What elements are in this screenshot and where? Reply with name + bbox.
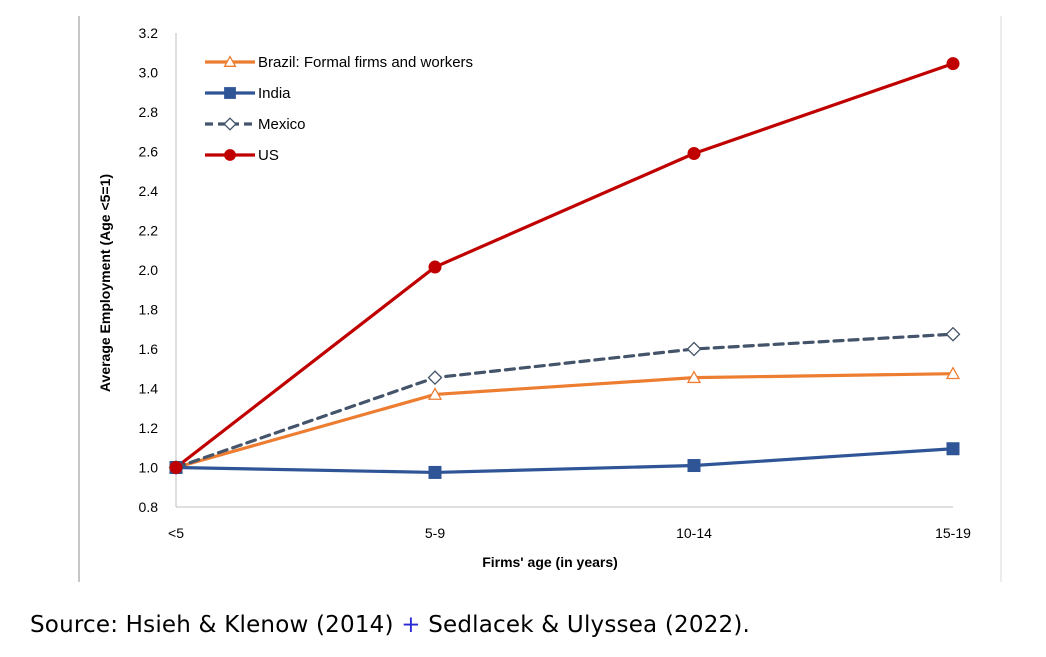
y-tick-label: 1.2 bbox=[139, 420, 159, 436]
source-citation-2: Sedlacek & Ulyssea (2022). bbox=[428, 612, 751, 638]
legend-label-us: US bbox=[258, 147, 279, 164]
y-axis-ticks: 0.8 1.0 1.2 1.4 1.6 1.8 2.0 2.2 2.4 2.6 2.8 3.0 3.2 bbox=[139, 25, 159, 515]
legend-label-mexico: Mexico bbox=[258, 116, 306, 133]
series-line-us bbox=[174, 62, 955, 470]
legend-marker-mexico bbox=[223, 117, 237, 131]
data-point-mexico bbox=[945, 326, 961, 342]
data-point-india bbox=[687, 459, 701, 473]
data-point-us bbox=[687, 146, 701, 160]
legend-label-india: India bbox=[258, 85, 291, 102]
y-tick-label: 3.0 bbox=[139, 65, 159, 81]
data-point-india bbox=[428, 465, 442, 479]
x-tick-label: 15-19 bbox=[935, 525, 971, 541]
data-point-us bbox=[946, 57, 960, 71]
series-line-brazil bbox=[174, 372, 955, 470]
series-line-mexico bbox=[174, 332, 955, 470]
y-tick-label: 1.0 bbox=[139, 460, 159, 476]
y-axis-title: Average Employment (Age <5=1) bbox=[97, 174, 113, 392]
data-point-mexico bbox=[686, 341, 702, 357]
y-tick-label: 1.6 bbox=[139, 341, 159, 357]
legend-marker-us bbox=[224, 149, 236, 161]
y-tick-label: 1.4 bbox=[139, 381, 159, 397]
x-axis-ticks: <5 5-9 10-14 15-19 bbox=[168, 525, 971, 541]
chart-frame: 0.8 1.0 1.2 1.4 1.6 1.8 2.0 2.2 2.4 2.6 2.8 3.0 3.2 … bbox=[78, 16, 1002, 582]
source-note: Source: Hsieh & Klenow (2014) + Sedlacek… bbox=[30, 612, 750, 638]
series-line-india bbox=[174, 447, 955, 475]
x-axis-title: Firms' age (in years) bbox=[482, 554, 618, 570]
data-point-us bbox=[428, 260, 442, 274]
data-point-brazil bbox=[427, 387, 443, 400]
y-tick-label: 1.8 bbox=[139, 302, 159, 318]
legend-marker-brazil bbox=[223, 55, 237, 67]
x-tick-label: 5-9 bbox=[425, 525, 445, 541]
y-tick-label: 2.2 bbox=[139, 223, 159, 239]
series-lines bbox=[174, 62, 955, 475]
x-tick-label: <5 bbox=[168, 525, 184, 541]
y-tick-label: 2.0 bbox=[139, 262, 159, 278]
y-tick-label: 2.4 bbox=[139, 183, 159, 199]
source-citation-1: Source: Hsieh & Klenow (2014) bbox=[30, 612, 394, 638]
chart-legend: Brazil: Formal firms and workers India Mex… bbox=[205, 54, 473, 164]
y-tick-label: 2.8 bbox=[139, 104, 159, 120]
data-point-brazil bbox=[686, 370, 702, 384]
data-point-brazil bbox=[945, 366, 961, 380]
y-tick-label: 0.8 bbox=[139, 499, 159, 515]
data-point-india bbox=[946, 442, 960, 456]
legend-marker-india bbox=[224, 87, 236, 99]
source-plus-sign: + bbox=[401, 612, 421, 638]
series-markers bbox=[168, 57, 961, 479]
x-tick-label: 10-14 bbox=[676, 525, 712, 541]
data-point-mexico bbox=[427, 370, 443, 386]
y-tick-label: 3.2 bbox=[139, 25, 159, 41]
y-tick-label: 2.6 bbox=[139, 144, 159, 160]
line-chart: 0.81.01.21.41.61.82.02.22.42.62.83.03.2 … bbox=[78, 16, 1002, 582]
legend-label-brazil: Brazil: Formal firms and workers bbox=[258, 54, 473, 71]
data-point-us bbox=[169, 461, 183, 474]
